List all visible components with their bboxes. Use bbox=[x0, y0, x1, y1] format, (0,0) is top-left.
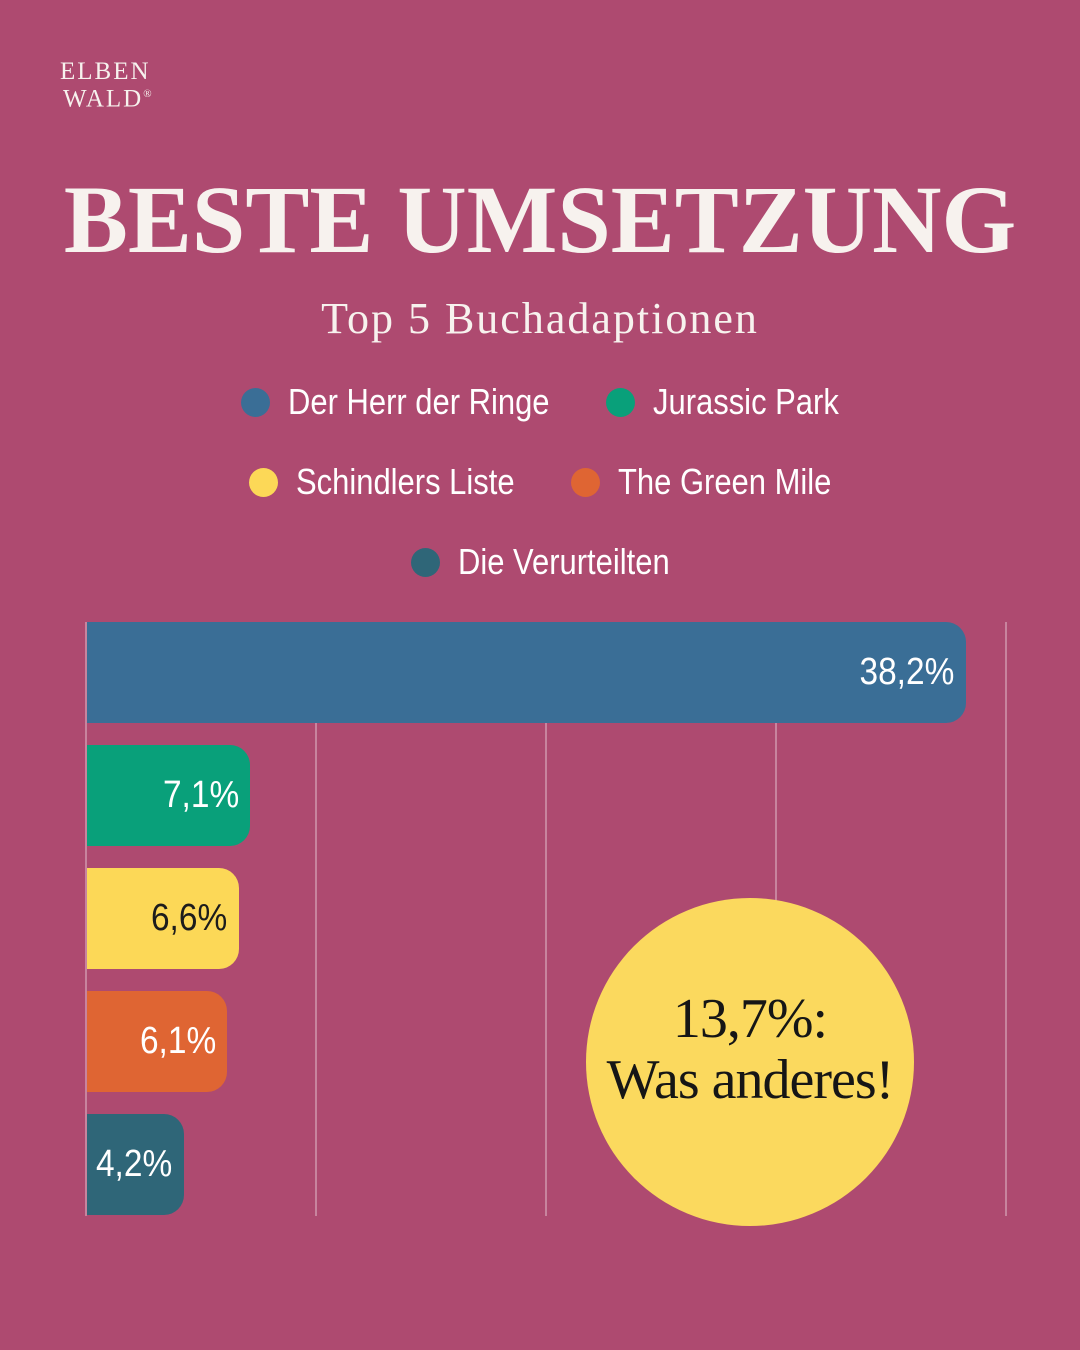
callout-line1: 13,7%: bbox=[672, 988, 828, 1050]
bar-die-verurteilten: 4,2% bbox=[87, 1114, 184, 1215]
legend-dot-icon bbox=[570, 467, 600, 497]
legend-label: Schindlers Liste bbox=[296, 461, 515, 502]
bar-value-label: 4,2% bbox=[95, 1143, 173, 1185]
bar-value-label: 7,1% bbox=[162, 774, 239, 816]
bar-schindlers-liste: 6,6% bbox=[87, 868, 239, 969]
callout-line2: Was anderes! bbox=[606, 1049, 895, 1111]
bar-chart: 38,2% 7,1% 6,6% 6,1% 4,2% bbox=[85, 622, 1008, 1216]
legend-dot-icon bbox=[249, 467, 278, 497]
bar-value-label: 6,1% bbox=[139, 1020, 216, 1062]
registered-mark: ® bbox=[143, 88, 152, 100]
bar-value-label: 6,6% bbox=[151, 897, 228, 939]
legend-label: The Green Mile bbox=[617, 461, 831, 502]
legend-label: Jurassic Park bbox=[652, 381, 839, 422]
callout-circle: 13,7%: Was anderes! bbox=[586, 898, 914, 1226]
legend-item-schindlers-liste: Schindlers Liste bbox=[249, 461, 515, 503]
bar-der-herr-der-ringe: 38,2% bbox=[87, 622, 966, 723]
brand-logo-line2: WALD® bbox=[63, 85, 152, 113]
legend-dot-icon bbox=[410, 547, 440, 577]
legend-item-die-verurteilten: Die Verurteilten bbox=[410, 541, 670, 583]
bar-jurassic-park: 7,1% bbox=[87, 745, 251, 846]
legend-label: Der Herr der Ringe bbox=[288, 381, 550, 422]
brand-logo-line1: ELBEN bbox=[60, 58, 151, 85]
legend-row: Schindlers Liste The Green Mile bbox=[249, 461, 831, 503]
legend-dot-icon bbox=[241, 387, 271, 417]
page-subtitle: Top 5 Buchadaptionen bbox=[321, 294, 759, 343]
bar-value-label: 38,2% bbox=[859, 651, 955, 693]
legend-item-der-herr-der-ringe: Der Herr der Ringe bbox=[241, 381, 550, 423]
legend-label: Die Verurteilten bbox=[457, 541, 670, 582]
legend-item-jurassic-park: Jurassic Park bbox=[605, 381, 839, 423]
legend-item-the-green-mile: The Green Mile bbox=[570, 461, 831, 503]
gridline bbox=[1005, 622, 1007, 1216]
legend-row: Die Verurteilten bbox=[410, 541, 670, 583]
bar-the-green-mile: 6,1% bbox=[87, 991, 228, 1092]
legend-row: Der Herr der Ringe Jurassic Park bbox=[241, 381, 839, 423]
gridline bbox=[315, 622, 317, 1216]
gridline bbox=[545, 622, 547, 1216]
legend-dot-icon bbox=[605, 387, 635, 417]
brand-logo: ELBEN WALD® bbox=[60, 58, 152, 113]
chart-legend: Der Herr der Ringe Jurassic Park Schindler… bbox=[0, 381, 1080, 583]
page-title: BESTE UMSETZUNG bbox=[63, 166, 1017, 273]
gridline bbox=[85, 622, 87, 1216]
